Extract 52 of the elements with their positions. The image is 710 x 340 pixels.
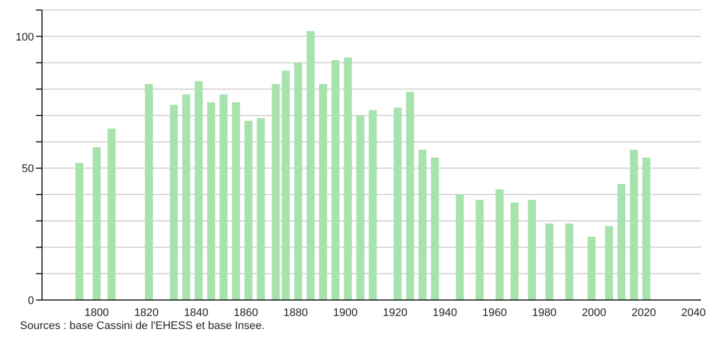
bar — [394, 108, 402, 300]
bar — [144, 84, 153, 300]
bar — [496, 189, 504, 300]
bar — [356, 115, 364, 300]
bar — [244, 120, 252, 300]
x-tick-label: 1980 — [532, 306, 557, 319]
bar — [617, 184, 626, 300]
bar — [232, 102, 240, 300]
bar — [108, 128, 116, 300]
bar — [476, 200, 484, 300]
bar — [182, 94, 190, 300]
bar — [319, 84, 328, 300]
bar — [545, 224, 554, 300]
x-tick-label: 1880 — [283, 306, 308, 319]
bar — [220, 94, 228, 300]
source-note: Sources : base Cassini de l'EHESS et base Insee. — [20, 320, 265, 332]
bar — [605, 226, 614, 300]
bar — [194, 81, 203, 300]
bar — [565, 224, 574, 300]
y-tick-label: 50 — [22, 163, 34, 176]
bar — [331, 60, 340, 300]
bar — [92, 147, 101, 300]
y-tick-label: 0 — [28, 294, 34, 307]
bar — [630, 150, 638, 300]
bar — [418, 150, 427, 300]
bar — [528, 200, 536, 300]
x-tick-label: 1840 — [184, 306, 208, 319]
x-tick-label: 1920 — [382, 306, 408, 319]
x-tick-label: 2000 — [582, 306, 606, 319]
bar — [294, 62, 302, 300]
bar — [588, 236, 596, 300]
x-tick-label: 1940 — [432, 306, 458, 319]
x-tick-label: 1800 — [84, 306, 109, 319]
bar — [406, 92, 414, 300]
bar — [510, 202, 519, 300]
x-tick-label: 1860 — [234, 306, 258, 319]
bar — [256, 118, 265, 300]
bar — [642, 158, 650, 300]
x-tick-label: 1960 — [482, 306, 507, 319]
bar — [75, 162, 84, 300]
bar — [368, 110, 377, 300]
bar — [207, 102, 216, 300]
x-tick-label: 1820 — [134, 306, 159, 319]
x-tick-label: 1900 — [333, 306, 358, 319]
x-tick-label: 2040 — [681, 306, 706, 319]
y-tick-label: 100 — [16, 31, 34, 44]
x-tick-label: 2020 — [632, 306, 656, 319]
bar — [456, 194, 464, 300]
bar — [344, 57, 352, 300]
bar — [170, 104, 178, 300]
bar — [306, 31, 315, 300]
bar — [430, 158, 439, 300]
